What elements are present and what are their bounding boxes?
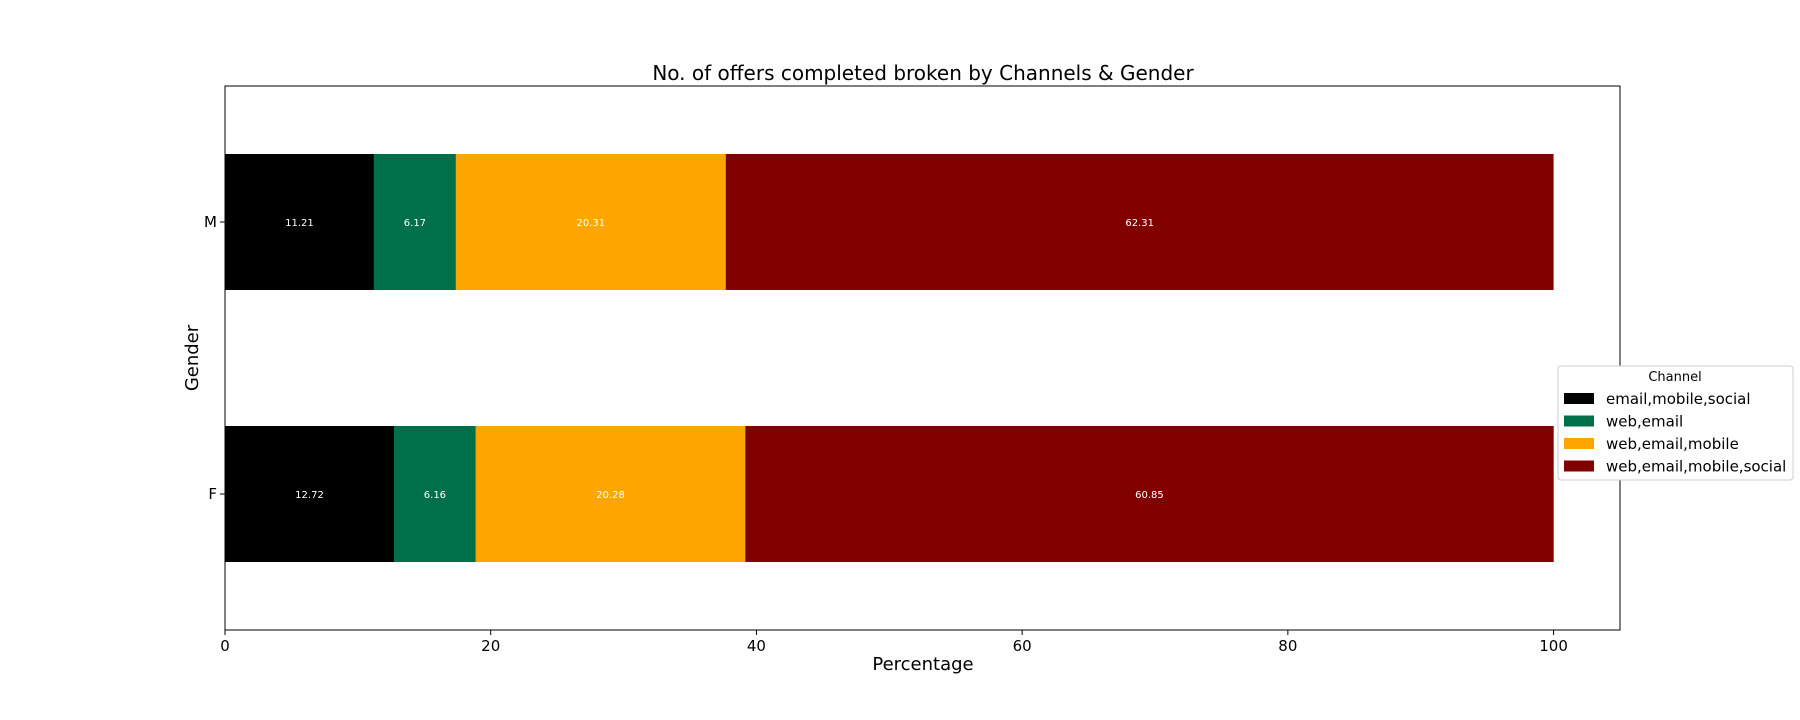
y-axis: FM <box>204 213 225 503</box>
x-axis: 0 20 40 60 80 100 <box>220 630 1568 655</box>
bar-segment <box>455 154 726 290</box>
bar-value-label: 11.21 <box>285 218 314 229</box>
x-tick-label: 20 <box>481 637 500 655</box>
legend-frame <box>1557 365 1794 481</box>
bar-value-label: 12.72 <box>295 490 324 501</box>
legend-item-label: web,email,mobile,social <box>1606 458 1786 476</box>
bar-value-label: 6.16 <box>424 490 446 501</box>
bar-segment <box>225 426 394 562</box>
x-tick-label: 100 <box>1539 637 1568 655</box>
bar-segment <box>225 154 374 290</box>
x-tick-label: 0 <box>220 637 230 655</box>
legend-title: Channel <box>1648 370 1701 385</box>
x-axis-label: Percentage <box>872 654 973 675</box>
bar-value-label: 20.31 <box>577 218 606 229</box>
bar-segment <box>725 154 1554 290</box>
legend-item-label: email,mobile,social <box>1606 390 1751 408</box>
legend-swatch <box>1564 393 1594 404</box>
legend-swatch <box>1564 415 1594 427</box>
legend-item-label: web,email <box>1606 413 1683 431</box>
y-tick-label: M <box>204 213 217 231</box>
legend-swatch <box>1564 460 1594 472</box>
bar-segment <box>475 426 746 562</box>
plot-frame <box>224 85 1621 631</box>
x-tick-label: 60 <box>1013 637 1032 655</box>
bars-layer: 12.72 6.16 20.28 60.85 11.21 6.17 20.31 62.31 <box>225 154 1554 562</box>
bar-segment <box>373 154 456 290</box>
bar-segment <box>745 426 1554 562</box>
y-tick-label: F <box>208 485 217 503</box>
bar-value-label: 20.28 <box>596 490 625 501</box>
x-tick-label: 40 <box>747 637 766 655</box>
legend-item-label: web,email,mobile <box>1606 435 1739 453</box>
bar-value-label: 60.85 <box>1135 490 1164 501</box>
legend-swatch <box>1564 438 1594 449</box>
x-tick-label: 80 <box>1278 637 1297 655</box>
bar-segment <box>393 426 476 562</box>
y-axis-label: Gender <box>182 324 203 391</box>
bar-value-label: 62.31 <box>1125 218 1154 229</box>
bar-value-label: 6.17 <box>404 218 426 229</box>
chart-title: No. of offers completed broken by Channe… <box>652 61 1194 85</box>
legend: Channel email,mobile,social web,email web,… <box>1557 365 1794 481</box>
